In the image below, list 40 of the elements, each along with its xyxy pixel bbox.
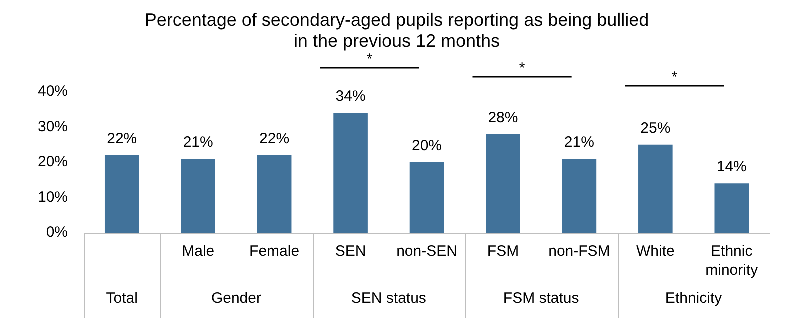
text: * — [519, 60, 526, 77]
text: SEN status — [351, 290, 426, 307]
data-label: 14% — [716, 158, 747, 176]
bar — [638, 144, 673, 233]
x-tick-label: non-SEN — [396, 243, 458, 260]
x-tick-label: non-FSM — [548, 243, 610, 260]
text: Total — [106, 290, 138, 307]
data-label: 34% — [336, 88, 366, 106]
bar — [562, 158, 597, 233]
data-label: 28% — [488, 109, 518, 126]
x-tick-label: SEN — [335, 243, 366, 260]
text: * — [672, 69, 678, 86]
bar — [486, 134, 520, 233]
chart-title: Percentage of secondary-aged pupils reporting as being bullied in the previous 12 months — [144, 10, 650, 52]
bar — [410, 162, 444, 233]
x-tick-label: Ethnic minority — [706, 243, 759, 279]
data-label: 21% — [183, 134, 214, 151]
y-tick-label: 20% — [38, 154, 68, 171]
bar — [334, 113, 368, 233]
bar — [714, 184, 750, 233]
x-tick-label: FSM — [487, 243, 520, 260]
text: Ethnicity — [665, 290, 723, 307]
x-tick-label: Male — [182, 243, 215, 260]
text: FSM status — [503, 290, 580, 307]
bar — [257, 155, 292, 233]
data-label: 22% — [107, 130, 138, 148]
data-label: 25% — [640, 120, 671, 137]
y-tick-label: 10% — [38, 188, 68, 206]
y-tick-label: 30% — [38, 118, 68, 136]
y-tick-label: 0% — [46, 224, 68, 242]
bar — [181, 158, 216, 233]
bar — [104, 155, 140, 233]
text: Gender — [211, 290, 262, 307]
text: * — [366, 51, 373, 68]
y-tick-label: 40% — [38, 83, 68, 100]
data-label: 21% — [564, 134, 594, 151]
x-tick-label: White — [636, 243, 675, 260]
data-label: 22% — [260, 130, 290, 148]
data-label: 20% — [412, 138, 442, 154]
x-tick-label: Female — [250, 243, 300, 260]
